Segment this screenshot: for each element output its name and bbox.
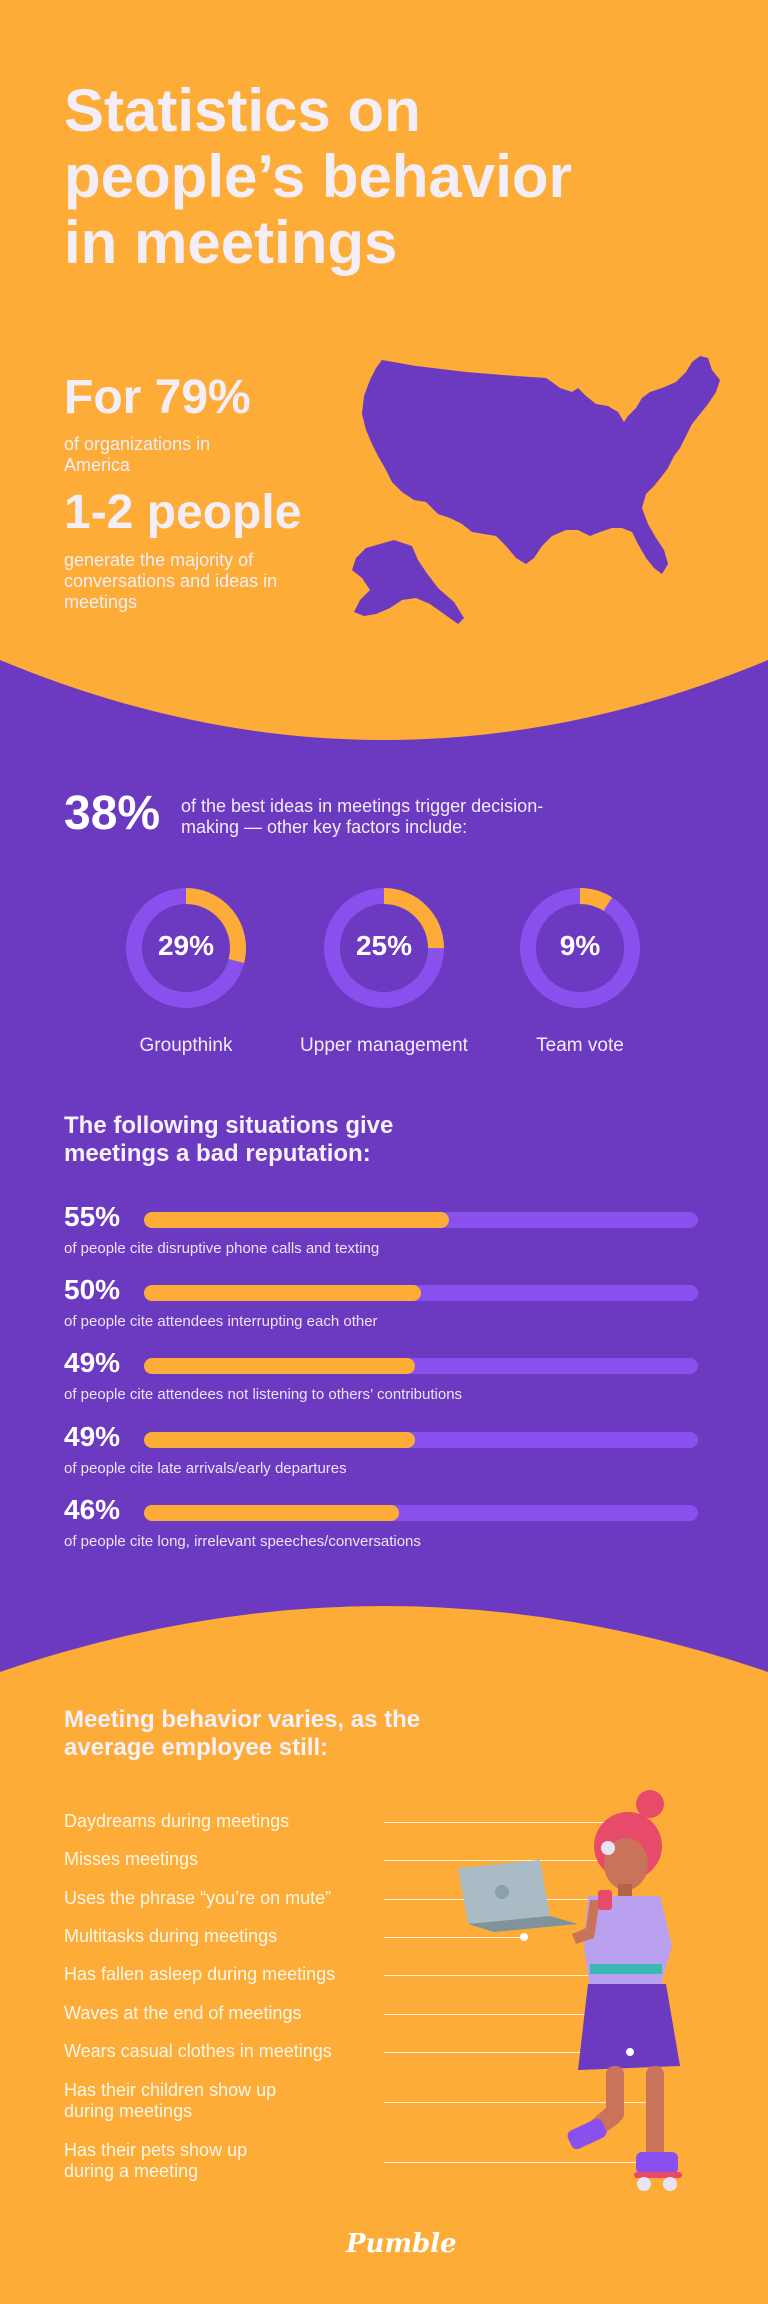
connector-line	[384, 1975, 622, 1976]
reputation-value: 49%	[64, 1421, 121, 1452]
connector-line	[384, 1860, 634, 1861]
reputation-value: 49%	[64, 1347, 121, 1378]
reputation-bar-track	[144, 1432, 698, 1448]
behavior-item: Wears casual clothes in meetings	[64, 2041, 332, 2061]
stat-38-text: of the best ideas in meetings trigger de…	[181, 796, 544, 837]
reputation-bar-track	[144, 1358, 698, 1374]
stat-people-text: generate the majority of conversations a…	[64, 550, 278, 612]
donut-value-groupthink: 29%	[157, 930, 215, 961]
reputation-bar-fill	[144, 1358, 416, 1374]
donut-value-team-vote: 9%	[559, 930, 601, 961]
donut-value-arc	[324, 888, 444, 1008]
behavior-item: Multitasks during meetings	[64, 1926, 278, 1946]
donut-center	[142, 904, 230, 992]
behavior-item: Has their pets show up during a meeting	[64, 2140, 248, 2181]
reputation-value: 50%	[64, 1274, 121, 1305]
page-title: Statistics on people’s behavior in meeti…	[64, 77, 572, 276]
reputation-bar-track	[144, 1212, 698, 1228]
reputation-heading: The following situations give meetings a…	[64, 1112, 394, 1167]
donut-value-arc	[520, 888, 640, 1008]
connector-line	[384, 2162, 646, 2163]
donut-groupthink	[126, 888, 246, 1008]
reputation-text: of people cite long, irrelevant speeches…	[64, 1533, 421, 1550]
donut-label-team-vote: Team vote	[536, 1035, 624, 1056]
reputation-bar-fill	[144, 1212, 449, 1228]
reputation-bar-track	[144, 1285, 698, 1301]
pumble-logo: Pumble	[346, 2229, 457, 2259]
reputation-row: 49% of people cite late arrivals/early d…	[64, 1420, 704, 1484]
reputation-text: of people cite disruptive phone calls an…	[64, 1240, 380, 1257]
donut-label-groupthink: Groupthink	[139, 1035, 233, 1056]
reputation-row: 46% of people cite long, irrelevant spee…	[64, 1493, 704, 1557]
reputation-bar-fill	[144, 1505, 399, 1521]
reputation-text: of people cite attendees interrupting ea…	[64, 1313, 378, 1330]
reputation-value: 55%	[64, 1201, 121, 1232]
donut-value-arc	[126, 888, 246, 1008]
connector-line	[384, 2014, 644, 2015]
behavior-item: Daydreams during meetings	[64, 1811, 290, 1831]
donut-value-upper-management: 25%	[355, 930, 413, 961]
usa-map-icon	[352, 356, 720, 624]
donut-center	[536, 904, 624, 992]
connector-line	[384, 2052, 624, 2053]
behavior-item: Uses the phrase “you’re on mute”	[64, 1888, 332, 1908]
behavior-item: Waves at the end of meetings	[64, 2003, 302, 2023]
reputation-row: 50% of people cite attendees interruptin…	[64, 1273, 704, 1337]
reputation-text: of people cite late arrivals/early depar…	[64, 1460, 347, 1477]
character-illustration	[458, 1790, 682, 2191]
reputation-bar-fill	[144, 1432, 416, 1448]
stat-79-text: of organizations in America	[64, 434, 211, 475]
reputation-value: 46%	[64, 1494, 121, 1525]
reputation-row: 49% of people cite attendees not listeni…	[64, 1346, 704, 1410]
stat-38-percent: 38%	[64, 787, 161, 840]
donut-team-vote	[520, 888, 640, 1008]
stat-79-percent: For 79%	[64, 371, 251, 424]
connector-line	[384, 1937, 524, 1938]
donut-center	[340, 904, 428, 992]
donut-upper-management	[324, 888, 444, 1008]
stat-people: 1-2 people	[64, 486, 302, 539]
behavior-item: Has fallen asleep during meetings	[64, 1964, 336, 1984]
donut-label-upper-management: Upper management	[300, 1035, 468, 1056]
reputation-row: 55% of people cite disruptive phone call…	[64, 1200, 704, 1264]
connector-line	[384, 2102, 660, 2103]
reputation-bar-track	[144, 1505, 698, 1521]
connector-line	[384, 1822, 620, 1823]
reputation-text: of people cite attendees not listening t…	[64, 1386, 463, 1403]
behavior-item: Misses meetings	[64, 1849, 199, 1869]
reputation-bar-fill	[144, 1285, 421, 1301]
behavior-item: Has their children show up during meetin…	[64, 2080, 277, 2121]
connector-dot	[520, 1933, 528, 1941]
behavior-heading: Meeting behavior varies, as the average …	[64, 1706, 421, 1761]
